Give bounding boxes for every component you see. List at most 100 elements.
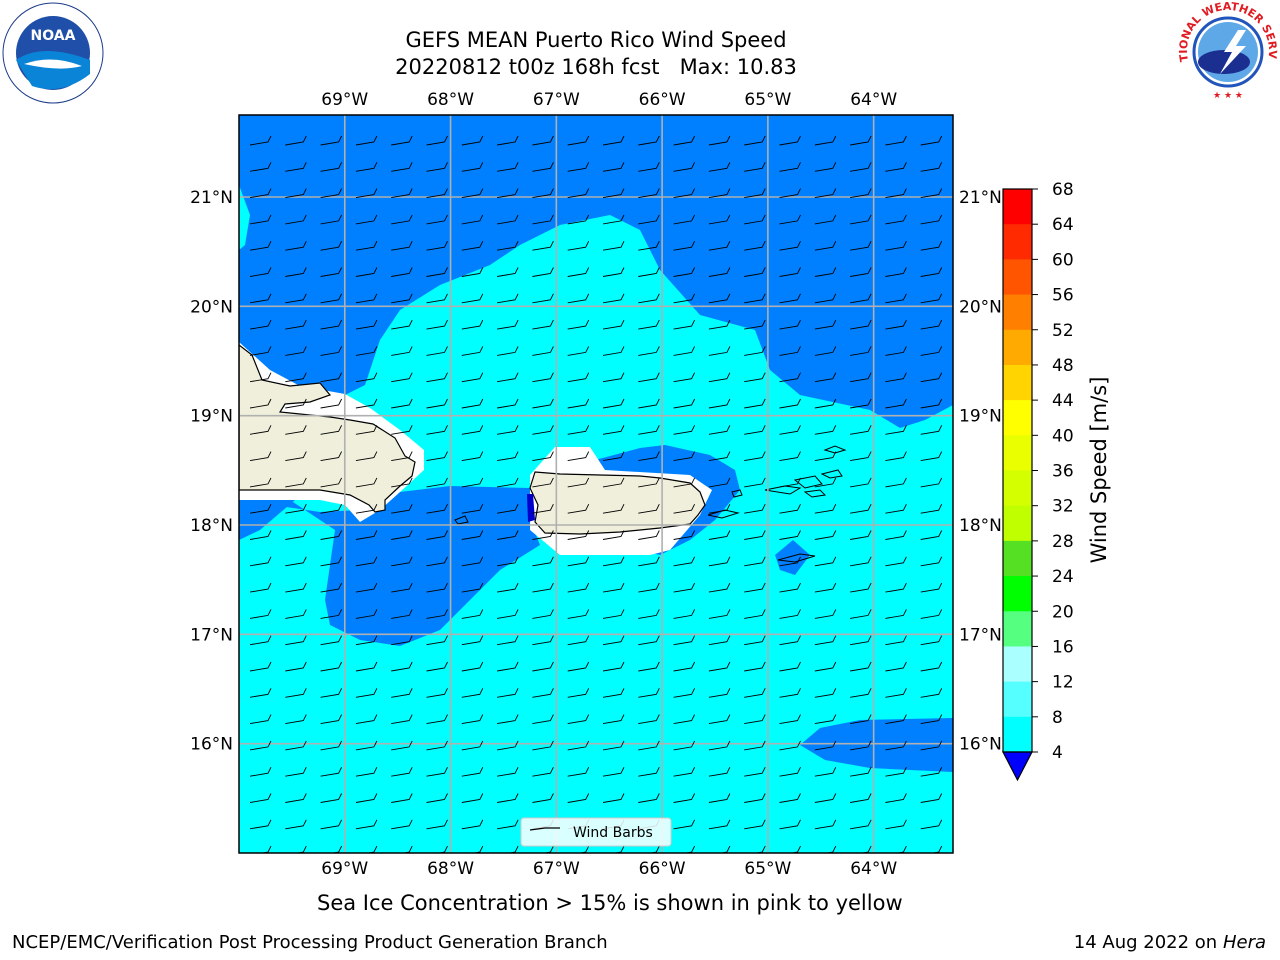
wind-barb xyxy=(461,398,484,409)
wind-barb xyxy=(708,135,731,146)
wind-barb xyxy=(249,661,272,672)
wind-barb xyxy=(744,135,766,146)
wind-barb xyxy=(567,372,590,383)
wind-barb xyxy=(285,635,307,646)
colorbar-segment xyxy=(1003,716,1032,753)
lon-label-top: 65°W xyxy=(744,90,791,110)
lat-label-left: 16°N xyxy=(190,735,233,755)
wind-barb xyxy=(497,688,519,698)
wind-barb xyxy=(320,451,343,462)
wind-barb xyxy=(249,240,272,251)
wind-barb xyxy=(602,319,625,330)
wind-barb xyxy=(355,556,378,567)
wind-barb xyxy=(355,372,378,383)
wind-barb xyxy=(638,319,660,330)
land-culebra xyxy=(731,489,743,498)
wind-barb xyxy=(638,398,660,409)
wind-barb xyxy=(638,425,660,435)
wind-barb xyxy=(744,635,766,646)
wind-barb xyxy=(391,135,413,146)
wind-barb xyxy=(426,556,448,567)
wind-barb xyxy=(249,267,272,277)
wind-barb xyxy=(789,845,801,853)
lat-label-left: 21°N xyxy=(190,188,233,208)
wind-barb xyxy=(744,503,766,514)
wind-barb xyxy=(708,425,731,435)
wind-barb xyxy=(708,267,731,277)
wind-barb xyxy=(461,372,484,383)
wind-barb xyxy=(920,688,943,698)
wind-barb xyxy=(602,556,625,567)
lon-label-bottom: 68°W xyxy=(427,859,474,879)
wind-barb xyxy=(920,346,943,356)
wind-barb xyxy=(885,740,907,751)
wind-barb xyxy=(320,214,343,225)
wind-barb xyxy=(779,766,801,777)
wind-barb xyxy=(497,661,519,672)
wind-barb xyxy=(683,845,696,853)
wind-barb xyxy=(285,135,307,146)
wind-barb xyxy=(249,582,272,593)
wind-barb xyxy=(320,766,343,777)
wind-barb xyxy=(638,135,660,146)
wind-barb xyxy=(320,714,343,725)
wind-barb xyxy=(673,267,696,277)
wind-barb xyxy=(295,845,307,853)
wind-barb xyxy=(814,425,837,435)
lon-label-top: 67°W xyxy=(533,90,580,110)
wind-barb xyxy=(779,293,801,304)
wind-barb xyxy=(426,267,448,277)
wind-barb xyxy=(779,346,801,356)
noaa-logo-text: NOAA xyxy=(31,28,76,44)
sea-ice-note: Sea Ice Concentration > 15% is shown in … xyxy=(317,891,903,915)
wind-barb xyxy=(320,293,343,304)
wind-barb xyxy=(638,293,660,304)
wind-barb xyxy=(355,477,378,488)
legend-label: Wind Barbs xyxy=(573,825,653,841)
wind-barb xyxy=(355,319,378,330)
wind-barb xyxy=(436,845,448,853)
wind-barb xyxy=(330,845,343,853)
wind-barb xyxy=(920,477,943,488)
ocean-4-8-small-blob xyxy=(775,540,810,575)
wind-barb xyxy=(532,162,554,172)
wind-barb xyxy=(355,240,378,251)
wind-barb xyxy=(497,267,519,277)
wind-barb xyxy=(426,740,448,751)
wind-barb xyxy=(249,740,272,751)
wind-barb xyxy=(850,319,872,330)
wind-barb xyxy=(365,845,378,853)
wind-barb xyxy=(532,793,554,803)
wind-barb xyxy=(285,319,307,330)
wind-barb xyxy=(602,162,625,172)
wind-barb xyxy=(850,714,872,725)
wind-barb xyxy=(885,793,907,803)
wind-barb xyxy=(673,162,696,172)
wind-barb xyxy=(850,635,872,646)
wind-barb xyxy=(285,766,307,777)
wind-barb xyxy=(497,214,519,225)
wind-barb xyxy=(567,162,590,172)
wind-barb xyxy=(567,346,590,356)
wind-barb xyxy=(391,609,413,619)
wind-barb xyxy=(602,267,625,277)
wind-barb xyxy=(532,661,554,672)
wind-barb xyxy=(814,135,837,146)
wind-barb xyxy=(920,714,943,725)
wind-barb xyxy=(850,609,872,619)
wind-barb xyxy=(506,845,519,853)
wind-barb xyxy=(673,293,696,304)
lon-label-top: 68°W xyxy=(427,90,474,110)
wind-barb xyxy=(532,582,554,593)
wind-barb xyxy=(497,425,519,435)
wind-barb xyxy=(638,766,660,777)
lat-label-left: 17°N xyxy=(190,625,233,645)
wind-barb xyxy=(638,214,660,225)
wind-barb xyxy=(285,398,307,409)
wind-barb xyxy=(461,293,484,304)
wind-barb xyxy=(355,398,378,409)
lon-label-top: 66°W xyxy=(639,90,686,110)
wind-barb xyxy=(391,661,413,672)
wind-barb-legend-icon xyxy=(529,827,560,831)
